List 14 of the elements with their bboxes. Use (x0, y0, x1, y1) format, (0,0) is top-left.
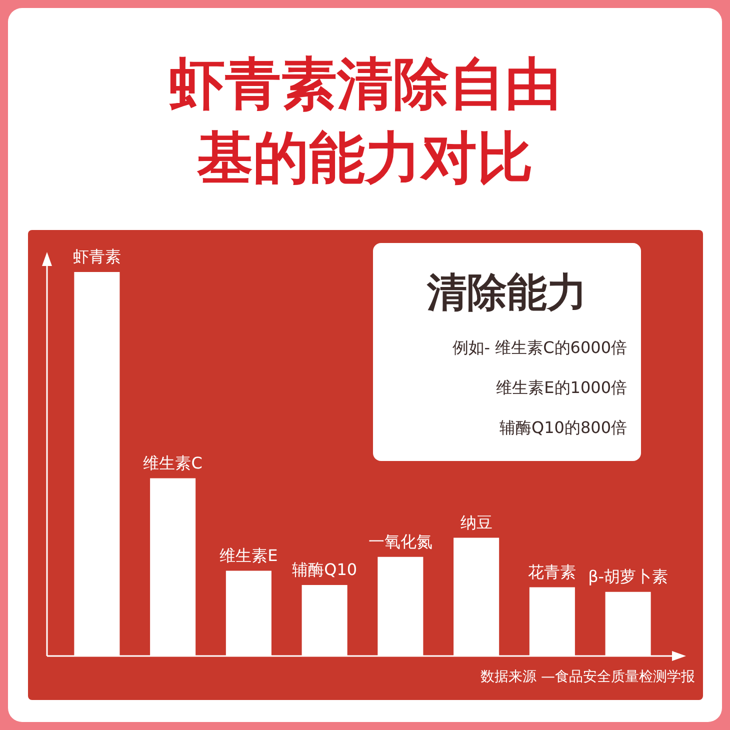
x-tick-label: 辅酶Q10 (292, 560, 358, 580)
annotation: 清除能力 (426, 269, 588, 318)
annotation: 维生素E的1000倍 (495, 377, 628, 399)
x-tick-label: 虾青素 (72, 247, 121, 266)
annotation: 辅酶Q10的800倍 (498, 417, 628, 439)
annotation: 例如- 维生素C的6000倍 (451, 337, 628, 359)
x-tick-label: 一氧化氮 (368, 532, 432, 552)
x-tick-label: β-胡萝卜素 (588, 567, 668, 586)
chart-title: 虾青素清除自由基的能力对比 (168, 51, 562, 193)
source-note: 数据来源 —食品安全质量检测学报 (480, 668, 695, 686)
x-tick-label: 维生素C (143, 453, 202, 472)
x-tick-label: 纳豆 (460, 512, 492, 532)
x-tick-label: 花青素 (528, 562, 576, 582)
x-tick-label: 维生素E (220, 546, 278, 565)
